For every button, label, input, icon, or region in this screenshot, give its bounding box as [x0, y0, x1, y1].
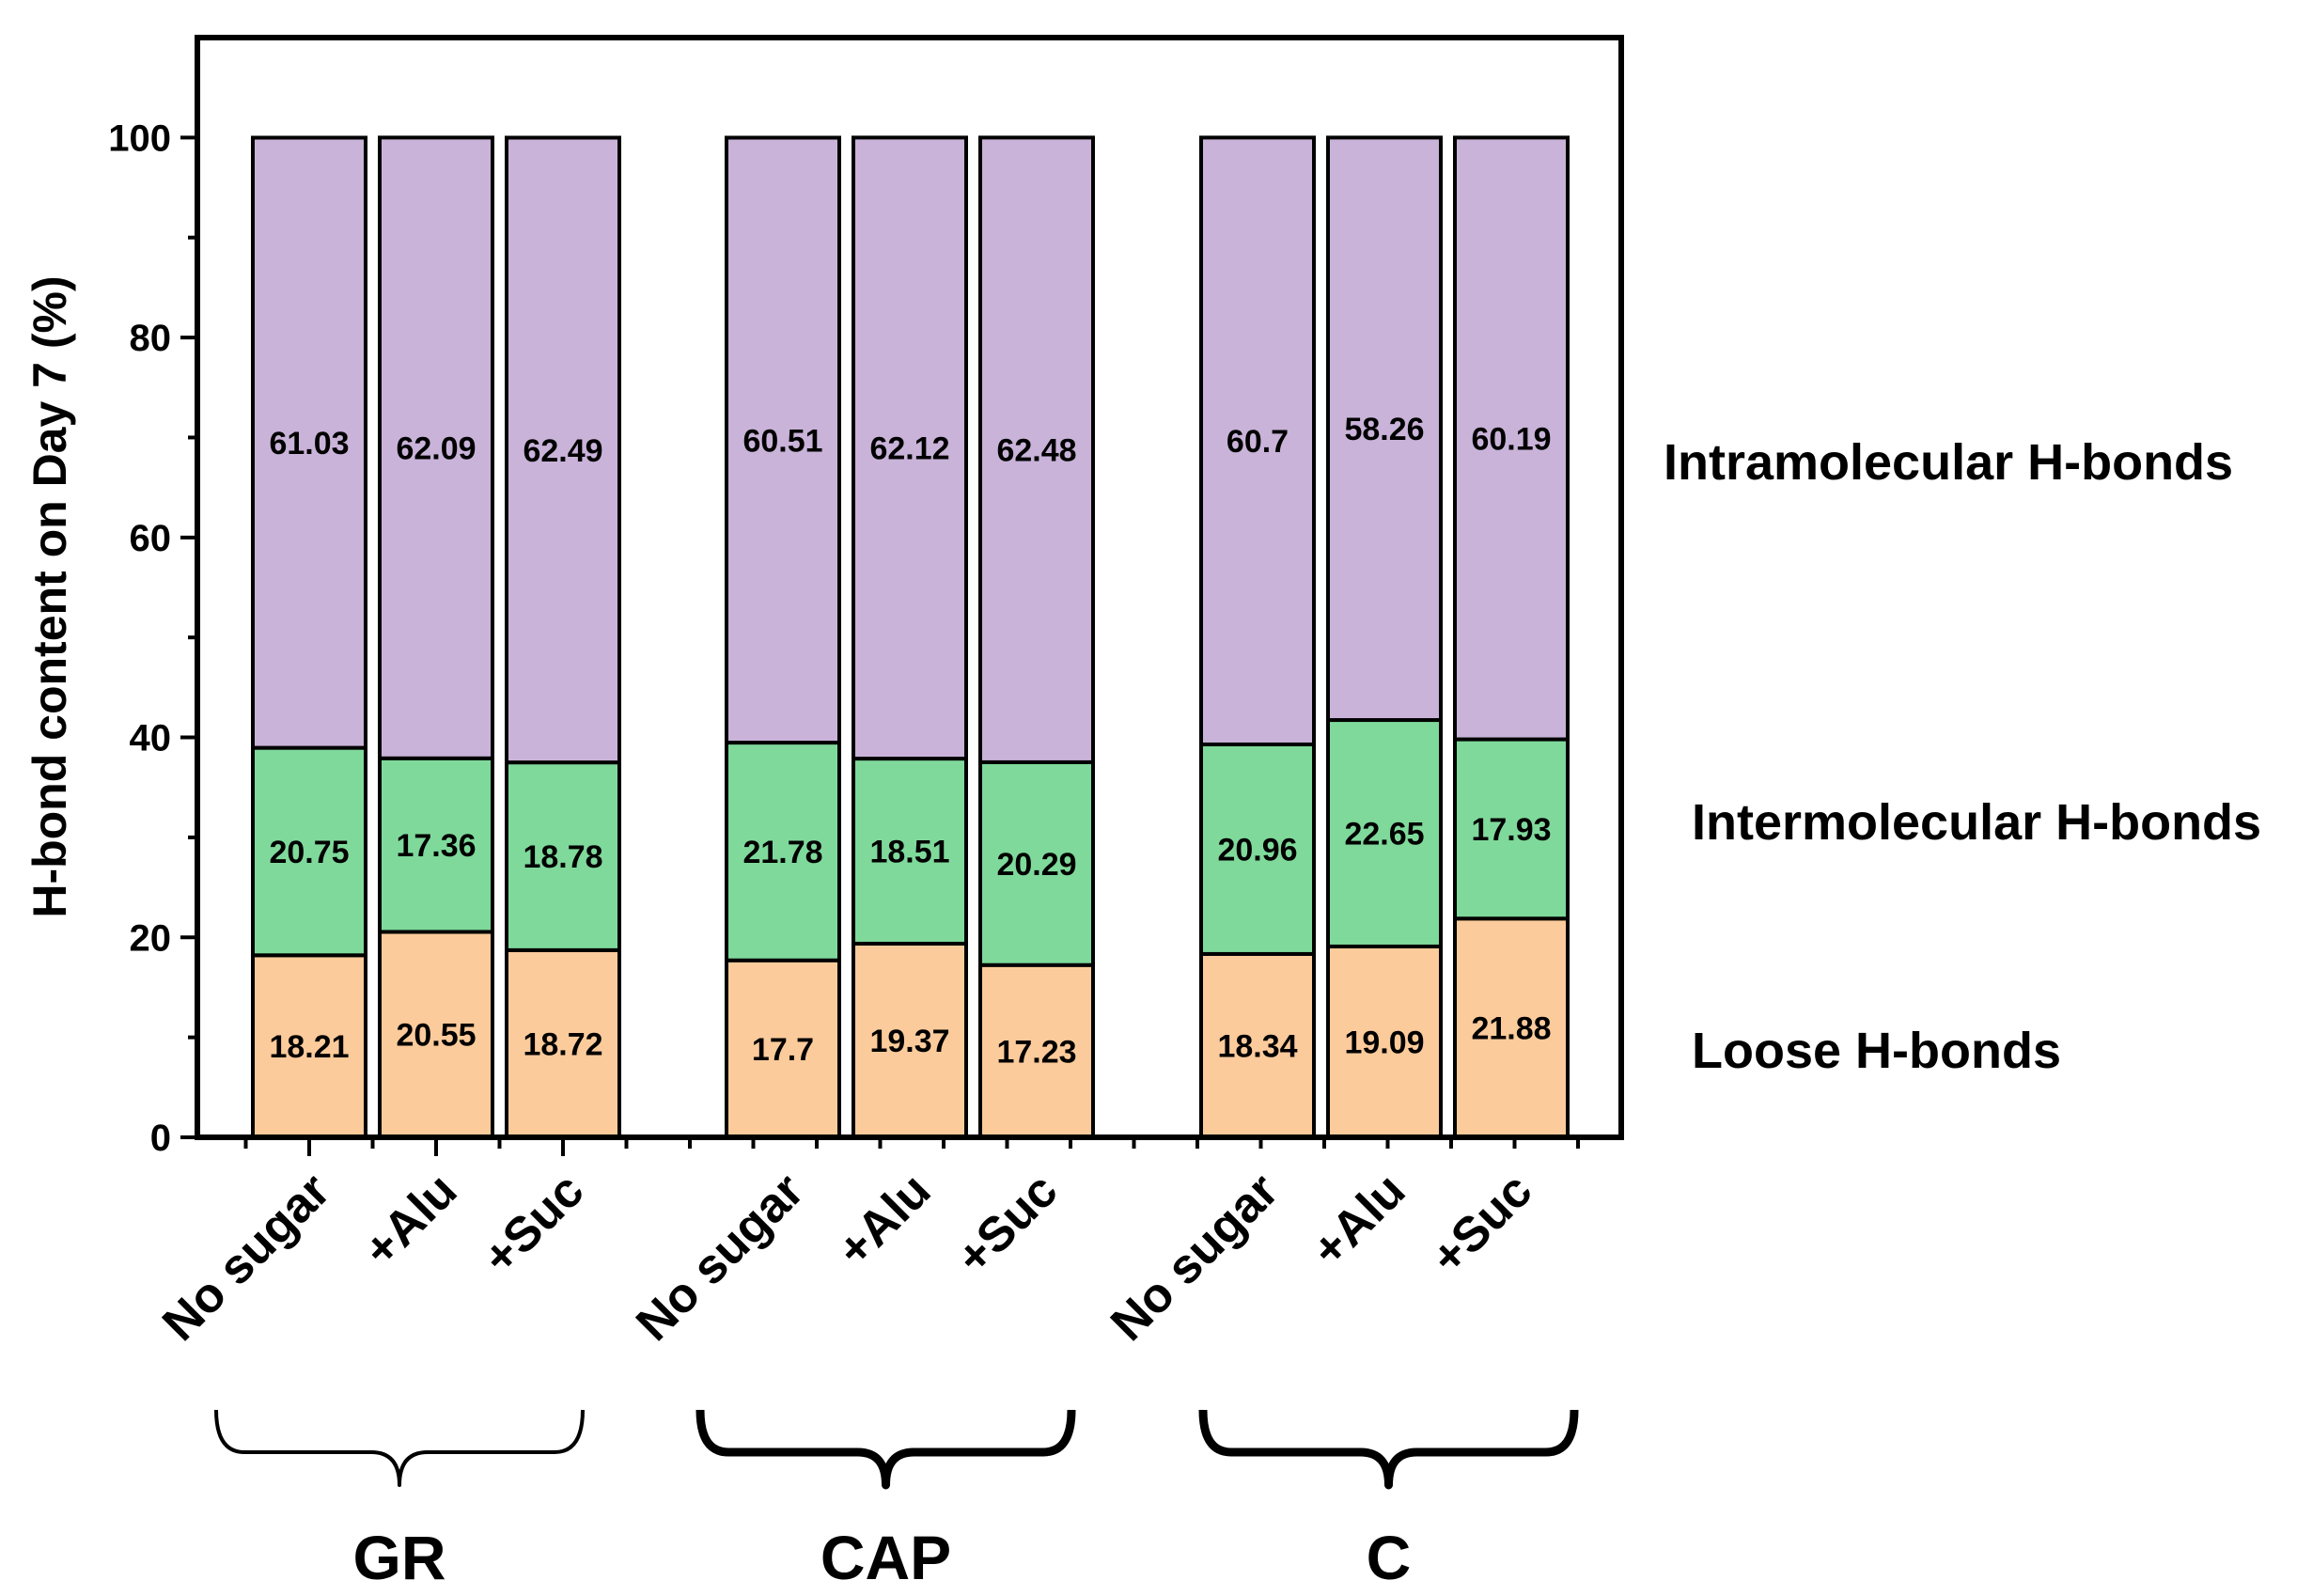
bar-segment	[725, 958, 841, 1140]
data-label: 20.75	[269, 835, 349, 870]
data-label: 60.19	[1471, 421, 1551, 457]
legend-label: Intermolecular H-bonds	[1692, 794, 2261, 851]
y-tick-label: 0	[150, 1118, 171, 1159]
group-label: C	[1367, 1523, 1412, 1592]
x-tick-label: No sugar	[1101, 1163, 1289, 1351]
bar-segment	[725, 741, 841, 962]
x-axis-ticks	[243, 1137, 1580, 1156]
bar-segment	[251, 135, 367, 750]
data-label: 60.51	[742, 423, 822, 459]
category-labels: No sugar +Alu +Suc No sugar +Alu +Suc No sugar…	[152, 1163, 1542, 1351]
data-label: 62.12	[869, 431, 949, 467]
group-brace	[695, 1409, 1076, 1490]
bar-segment	[505, 760, 621, 952]
plot-frame	[195, 35, 1624, 1140]
x-tick-label: No sugar	[626, 1163, 814, 1351]
y-tick-label: 20	[130, 917, 172, 959]
x-tick-label: +Suc	[473, 1163, 595, 1285]
bar-segment	[378, 135, 494, 760]
group-brace	[1198, 1409, 1579, 1490]
x-tick-label: +Alu	[827, 1163, 942, 1277]
data-label: 21.78	[742, 835, 822, 870]
data-label: 19.37	[869, 1024, 949, 1059]
bar-segment	[1199, 951, 1316, 1139]
data-label: 18.51	[869, 835, 949, 870]
bar-segment	[1326, 135, 1443, 723]
data-label: 18.72	[523, 1026, 602, 1062]
data-label: 62.09	[396, 431, 476, 467]
bar-segment	[725, 135, 841, 745]
data-label: 21.88	[1471, 1011, 1551, 1047]
y-tick-label: 60	[130, 518, 172, 559]
data-label: 62.49	[523, 433, 602, 469]
data-label: 20.55	[396, 1018, 476, 1054]
data-label: 17.93	[1471, 812, 1551, 848]
bar-segment	[1326, 718, 1443, 948]
bar-segment	[978, 759, 1095, 967]
data-label: 20.29	[996, 847, 1076, 883]
legend-label: Intramolecular H-bonds	[1664, 434, 2233, 491]
x-tick-label: +Suc	[1421, 1163, 1543, 1285]
x-tick-label: +Suc	[946, 1163, 1069, 1285]
bar-segment	[978, 135, 1095, 764]
data-label: 17.36	[396, 828, 476, 864]
bar-segment	[505, 135, 621, 765]
group-labels: GR CAP C	[214, 1409, 1579, 1592]
data-label: 17.7	[752, 1032, 814, 1068]
bar-segment	[1453, 737, 1570, 921]
series-legend: Loose H-bonds Intermolecular H-bonds Intra…	[1664, 434, 2261, 1079]
group-label: GR	[353, 1523, 446, 1592]
bar-segment	[1199, 742, 1316, 956]
bar-segment	[251, 745, 367, 958]
y-axis-label: H-bond content on Day 7 (%)	[23, 275, 76, 917]
bar-segment	[378, 930, 494, 1139]
bar-segment	[1199, 135, 1316, 746]
data-label: 61.03	[269, 426, 349, 462]
group-brace	[214, 1409, 585, 1487]
data-label: 18.21	[269, 1029, 349, 1065]
bars-layer: 18.21 20.75 61.03 20.55 17.36 62.09 18.72 18.78…	[251, 135, 1570, 1140]
data-label: 22.65	[1344, 816, 1424, 852]
data-label: 18.34	[1217, 1028, 1297, 1064]
bar-segment	[251, 953, 367, 1140]
data-label: 17.23	[996, 1034, 1076, 1070]
group-label: CAP	[820, 1523, 951, 1592]
data-label: 60.7	[1227, 424, 1289, 460]
y-tick-label: 80	[130, 318, 172, 359]
x-tick-label: +Alu	[1302, 1163, 1416, 1277]
x-tick-label: No sugar	[152, 1163, 340, 1351]
bar-segment	[1453, 135, 1570, 742]
x-tick-label: +Alu	[353, 1163, 468, 1277]
y-tick-label: 100	[108, 117, 171, 159]
data-label: 62.48	[996, 433, 1076, 469]
data-label: 58.26	[1344, 412, 1424, 447]
bar-segment	[978, 962, 1095, 1140]
bar-segment	[378, 756, 494, 934]
legend-label: Loose H-bonds	[1692, 1023, 2061, 1079]
data-label: 19.09	[1344, 1025, 1424, 1060]
y-axis-ticks: 0 20 40 60 80 100	[108, 117, 197, 1159]
data-label: 20.96	[1217, 832, 1297, 868]
y-tick-label: 40	[130, 718, 172, 759]
bar-segment	[852, 135, 968, 761]
data-label: 18.78	[523, 839, 602, 875]
